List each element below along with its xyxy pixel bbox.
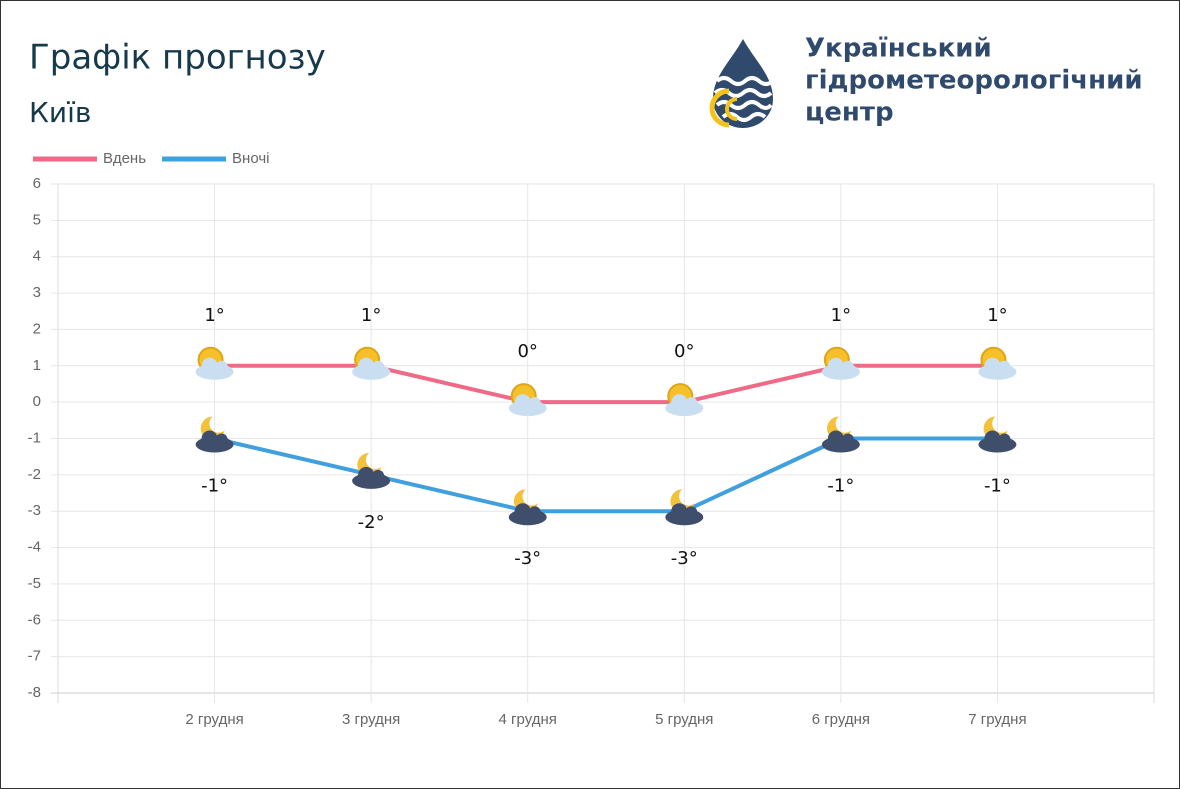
value-label: 0° (517, 341, 537, 362)
y-tick-label: 6 (33, 175, 41, 192)
value-label: 1° (361, 305, 381, 326)
x-tick-label: 3 грудня (342, 711, 400, 728)
cloud (372, 469, 385, 482)
cloud (528, 506, 541, 519)
legend-label: Вдень (103, 150, 146, 167)
value-label: 1° (987, 305, 1007, 326)
weather-icon (821, 416, 860, 453)
weather-icon (978, 346, 1017, 380)
y-tick-label: -6 (28, 611, 41, 628)
y-tick-label: -4 (28, 539, 41, 556)
weather-icon (665, 383, 704, 417)
y-tick-label: 4 (33, 248, 41, 265)
cloud (215, 433, 228, 446)
y-tick-label: -3 (28, 502, 41, 519)
cloud (201, 357, 218, 374)
subtitle: Київ (29, 96, 91, 129)
cloud (671, 394, 688, 411)
value-label: 1° (831, 305, 851, 326)
cloud (514, 503, 531, 520)
cloud (827, 357, 844, 374)
weather-icon (978, 416, 1017, 453)
x-tick-label: 2 грудня (185, 711, 243, 728)
weather-icon (665, 489, 704, 526)
value-label: -1° (201, 476, 228, 497)
cloud (685, 397, 698, 410)
weather-icon (195, 416, 234, 453)
y-tick-label: -1 (28, 429, 41, 446)
cloud (671, 503, 688, 520)
x-tick-label: 7 грудня (968, 711, 1026, 728)
y-tick-label: -5 (28, 575, 41, 592)
title: Графік прогнозу (29, 38, 326, 78)
weather-icon (508, 383, 547, 417)
weather-icon (195, 346, 234, 380)
cloud (215, 360, 228, 373)
legend-label: Вночі (232, 150, 269, 167)
value-label: 1° (204, 305, 224, 326)
cloud (998, 360, 1011, 373)
logo-text: центр (805, 98, 894, 128)
cloud (998, 433, 1011, 446)
cloud (827, 430, 844, 447)
cloud (841, 360, 854, 373)
x-tick-label: 6 грудня (812, 711, 870, 728)
logo-text: Український (805, 34, 992, 64)
y-tick-label: 0 (33, 393, 41, 410)
y-tick-label: 2 (33, 320, 41, 337)
y-tick-label: -8 (28, 684, 41, 701)
series-line (214, 363, 998, 405)
y-tick-label: 1 (33, 357, 41, 374)
cloud (685, 506, 698, 519)
cloud (841, 433, 854, 446)
cloud (984, 430, 1001, 447)
y-tick-label: -2 (28, 466, 41, 483)
value-label: -3° (671, 548, 698, 569)
series-line (214, 436, 998, 514)
value-label: -2° (358, 512, 385, 533)
cloud (372, 360, 385, 373)
cloud (358, 357, 375, 374)
cloud (201, 430, 218, 447)
cloud (514, 394, 531, 411)
logo (709, 39, 775, 128)
weather-icon (508, 489, 547, 526)
weather-icon (352, 346, 391, 380)
y-tick-label: -7 (28, 648, 41, 665)
value-label: -3° (514, 548, 541, 569)
value-label: 0° (674, 341, 694, 362)
value-label: -1° (827, 476, 854, 497)
logo-text: гідрометеорологічний (805, 66, 1143, 96)
y-tick-label: 5 (33, 211, 41, 228)
cloud (984, 357, 1001, 374)
weather-icon (352, 452, 391, 489)
cloud (528, 397, 541, 410)
x-tick-label: 4 грудня (499, 711, 557, 728)
x-tick-label: 5 грудня (655, 711, 713, 728)
cloud (358, 466, 375, 483)
y-tick-label: 3 (33, 284, 41, 301)
value-label: -1° (984, 476, 1011, 497)
weather-icon (821, 346, 860, 380)
